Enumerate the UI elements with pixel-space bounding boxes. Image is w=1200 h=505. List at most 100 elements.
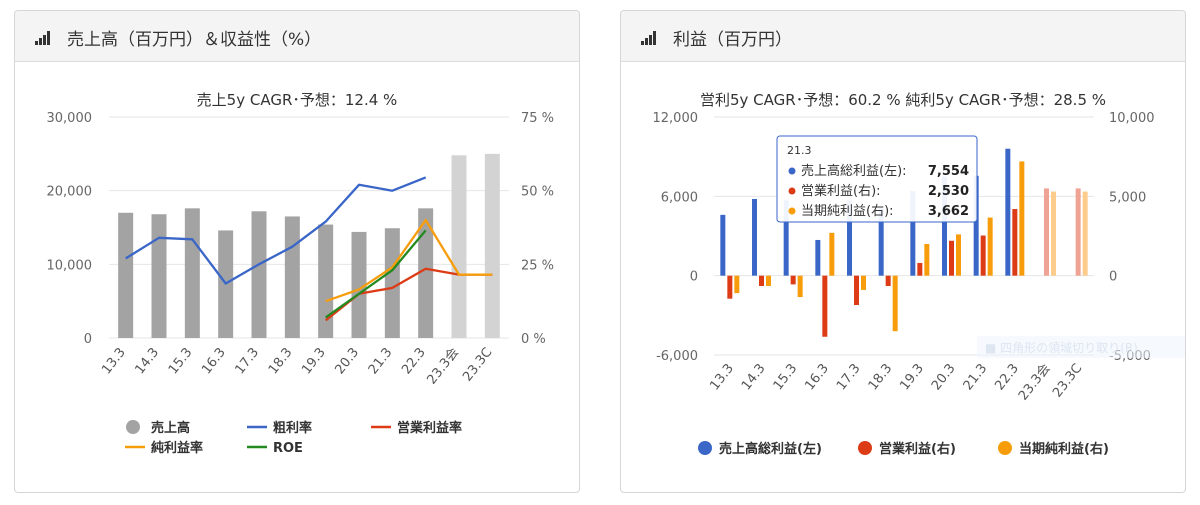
y-left-tick-label: 0 — [690, 270, 698, 285]
bar-revenue — [418, 208, 434, 338]
y-left-tick-label: 10,000 — [47, 258, 93, 273]
profit-panel: 利益（百万円） 営利5y CAGR･予想：60.2 % 純利5y CAGR･予想… — [620, 10, 1186, 493]
x-tick-label: 23.3会 — [425, 345, 463, 387]
panel-title: 利益（百万円） — [673, 30, 792, 50]
x-tick-label: 14.3 — [133, 345, 163, 377]
legend-marker — [698, 441, 712, 455]
y-right-tick-label: 5,000 — [1109, 190, 1146, 205]
y-left-tick-label: 30,000 — [47, 111, 93, 126]
legend-label: ROE — [273, 441, 303, 456]
bar-revenue — [318, 224, 334, 338]
bar-revenue — [451, 155, 467, 338]
tooltip-marker — [788, 187, 796, 195]
legend-label: 売上高総利益(左) — [719, 441, 822, 457]
bar-revenue — [151, 214, 167, 338]
x-tick-label: 15.3 — [771, 361, 801, 393]
profit-chart: 営利5y CAGR･予想：60.2 % 純利5y CAGR･予想：28.5 % -… — [653, 91, 1185, 457]
bar-revenue — [251, 211, 267, 338]
x-tick-label: 22.3 — [399, 345, 429, 377]
bar-gross-profit — [973, 175, 979, 276]
bar-operating-profit — [1012, 209, 1018, 276]
bar-net-profit — [1019, 161, 1025, 276]
bar-operating-profit — [1075, 188, 1081, 276]
bar-net-profit — [861, 275, 866, 290]
x-tick-label: 21.3 — [366, 345, 396, 377]
bar-net-profit — [734, 275, 740, 294]
x-tick-label: 23.3C — [1050, 361, 1085, 400]
y-right-tick-label: 0 — [1109, 270, 1117, 285]
bar-revenue — [484, 153, 500, 338]
x-tick-label: 23.3会 — [1016, 361, 1054, 403]
x-tick-label: 16.3 — [199, 345, 229, 377]
bar-operating-profit — [727, 275, 733, 299]
legend-marker — [858, 441, 872, 455]
legend-label: 営業利益率 — [397, 420, 462, 436]
legend-label: 売上高 — [151, 420, 190, 436]
tooltip-label: 営業利益(右): — [801, 183, 881, 199]
signal-bars-icon — [641, 31, 657, 45]
bar-revenue — [384, 228, 400, 338]
x-tick-label: 19.3 — [299, 345, 329, 377]
legend-label: 純利益率 — [151, 440, 203, 456]
legend-marker — [126, 420, 140, 434]
bar-operating-profit — [759, 275, 764, 286]
x-tick-label: 16.3 — [802, 361, 832, 393]
tooltip-value: 7,554 — [928, 164, 969, 179]
bar-net-profit — [924, 243, 930, 276]
bar-net-profit — [766, 275, 771, 286]
revenue-profitability-panel: 売上高（百万円）＆収益性（%） 売上5y CAGR･予想：12.4 % 0 10,0… — [14, 10, 580, 493]
bar-net-profit — [829, 232, 835, 276]
y-left-tick-label: 20,000 — [47, 185, 93, 200]
overlay-text: ■ 四角形の領域切り取り(R) — [985, 340, 1138, 355]
tooltip-value: 3,662 — [928, 204, 969, 219]
panel-header: 利益（百万円） — [621, 11, 1185, 62]
revenue-chart: 売上5y CAGR･予想：12.4 % 0 10,000 20,000 30,000 0 … — [47, 91, 555, 456]
bar-gross-profit — [847, 200, 852, 276]
y-left-tick-label: 0 — [84, 332, 92, 347]
overlay-box — [977, 336, 1185, 358]
y-left-tick-label: 6,000 — [661, 190, 698, 205]
line-operating-margin — [324, 267, 493, 322]
bar-operating-profit — [917, 262, 923, 276]
x-tick-label: 23.3C — [460, 345, 495, 384]
bar-gross-profit — [752, 198, 757, 276]
bar-operating-profit — [980, 235, 986, 276]
chart-subtitle: 営利5y CAGR･予想：60.2 % 純利5y CAGR･予想：28.5 % — [700, 91, 1106, 109]
bar-net-profit — [892, 275, 898, 332]
bar-revenue — [284, 216, 300, 338]
bar-revenue — [351, 231, 367, 338]
tooltip-marker — [788, 207, 796, 215]
chart-subtitle: 売上5y CAGR･予想：12.4 % — [197, 91, 398, 109]
x-tick-label: 13.3 — [99, 345, 129, 377]
bar-operating-profit — [949, 240, 954, 276]
bar-gross-profit — [815, 239, 821, 276]
legend-marker — [998, 441, 1012, 455]
bar-gross-profit — [783, 200, 789, 276]
signal-bars-icon — [35, 31, 51, 45]
tooltip-box — [776, 135, 978, 223]
bar-net-profit — [987, 217, 993, 276]
tooltip-value: 2,530 — [928, 184, 969, 199]
bar-gross-profit — [878, 208, 884, 276]
x-tick-label: 18.3 — [866, 361, 896, 393]
bar-operating-profit — [854, 275, 859, 306]
legend-label: 粗利率 — [273, 420, 312, 436]
x-tick-label: 18.3 — [266, 345, 296, 377]
x-tick-label: 17.3 — [233, 345, 263, 377]
x-tick-label: 13.3 — [707, 361, 737, 393]
bar-gross-profit — [910, 191, 916, 276]
tooltip-marker — [788, 167, 796, 175]
tooltip-label: 売上高総利益(左): — [801, 163, 907, 179]
bar-gross-profit — [720, 214, 726, 276]
line-gross-margin — [125, 176, 427, 285]
x-tick-label: 14.3 — [739, 361, 769, 393]
y-right-tick-label: 10,000 — [1109, 111, 1155, 126]
bar-revenue — [118, 212, 134, 338]
bar-gross-profit — [942, 176, 947, 276]
y-right-tick-label: 0 % — [521, 332, 546, 347]
x-tick-label: 19.3 — [897, 361, 927, 393]
bar-net-profit — [1051, 191, 1056, 276]
bar-net-profit — [797, 275, 803, 298]
y-left-tick-label: 12,000 — [653, 111, 699, 126]
legend-label: 営業利益(右) — [879, 441, 956, 457]
